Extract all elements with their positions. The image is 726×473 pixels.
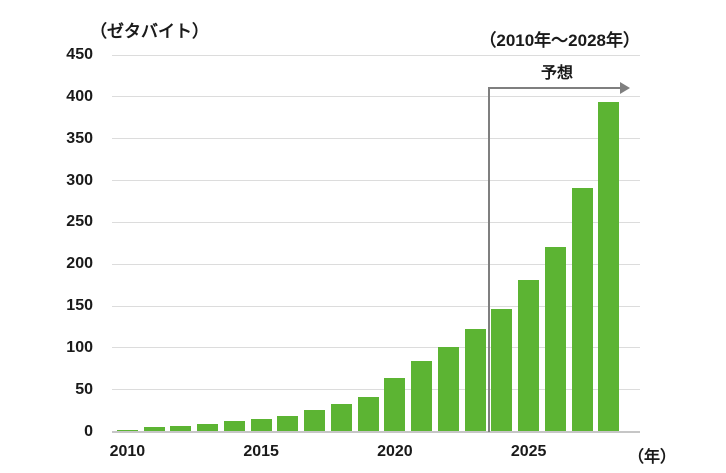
y-tick-label: 0: [84, 422, 93, 440]
bar-2018: [330, 403, 352, 432]
bar-2013: [197, 423, 219, 432]
gridline: [112, 96, 640, 98]
bar-2011: [143, 427, 165, 432]
y-axis-unit-label: （ゼタバイト）: [90, 22, 209, 41]
forecast-arrow-line: [488, 87, 622, 89]
gridline: [112, 263, 640, 265]
gridline: [112, 305, 640, 307]
gridline: [112, 180, 640, 181]
bar-2024: [491, 308, 513, 432]
bar-2010: [116, 429, 138, 432]
x-tick-label: 2025: [510, 443, 547, 460]
bar-2022: [437, 346, 459, 432]
gridline: [112, 54, 640, 56]
y-tick-label: 250: [66, 213, 93, 231]
bar-2015: [250, 418, 272, 432]
bar-2019: [357, 397, 379, 432]
y-tick-label: 400: [66, 87, 93, 105]
bar-2023: [464, 328, 486, 432]
bar-2014: [223, 421, 245, 432]
gridline: [112, 347, 640, 349]
forecast-divider-line: [488, 87, 490, 432]
y-tick-label: 150: [66, 297, 93, 314]
y-tick-label: 100: [66, 338, 93, 356]
x-axis-unit-label: （年）: [628, 449, 677, 466]
x-tick-label: 2015: [243, 443, 279, 460]
bar-2020: [384, 377, 406, 432]
bar-2016: [277, 416, 299, 432]
forecast-arrow-head-icon: [620, 82, 630, 94]
bar-2012: [170, 426, 192, 432]
y-tick-label: 350: [66, 129, 93, 147]
y-tick-label: 300: [66, 171, 93, 189]
bar-2025: [518, 280, 540, 432]
x-tick-label: 2020: [377, 443, 413, 460]
bar-2021: [411, 360, 433, 432]
bar-2026: [544, 246, 566, 432]
chart-year-range-label: （2010年〜2028年）: [479, 31, 640, 50]
bar-2027: [571, 188, 593, 432]
x-axis-line: [112, 431, 640, 433]
y-tick-label: 50: [75, 380, 93, 398]
forecast-label: 予想: [540, 65, 573, 82]
bar-2017: [304, 409, 326, 432]
gridline: [112, 138, 640, 140]
x-tick-label: 2010: [109, 443, 146, 460]
bar-2028: [598, 101, 620, 432]
y-tick-label: 200: [66, 255, 93, 273]
gridline: [112, 221, 640, 223]
y-tick-label: 450: [66, 46, 93, 63]
gridline: [112, 389, 640, 391]
